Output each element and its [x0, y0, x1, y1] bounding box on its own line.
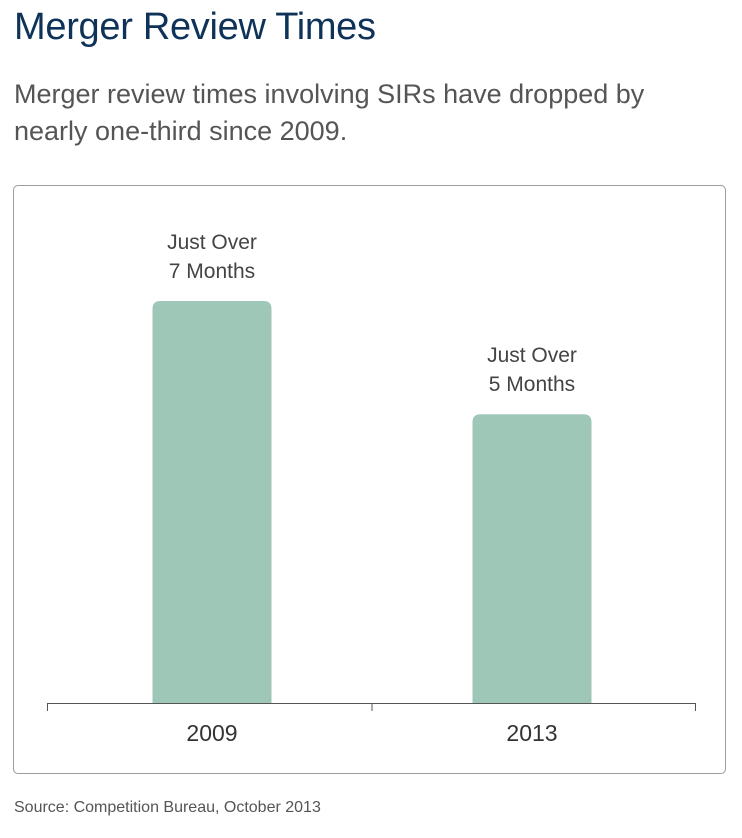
x-tick-label-2013: 2013 [506, 720, 557, 746]
data-label-2013-line-2: 5 Months [489, 373, 575, 396]
bar-chart: Just Over 7 Months 2009 Just Over 5 Months 20… [47, 231, 696, 746]
chart-subtitle: Merger review times involving SIRs have … [14, 79, 645, 146]
x-tick-label-2009: 2009 [186, 720, 237, 746]
chart-frame: Just Over 7 Months 2009 Just Over 5 Months 20… [13, 185, 726, 774]
bar-2009 [152, 301, 272, 703]
data-label-2013-line-1: Just Over [487, 344, 577, 367]
bar-2013 [472, 414, 592, 703]
data-label-2009-line-2: 7 Months [169, 260, 255, 283]
source-note: Source: Competition Bureau, October 2013 [14, 799, 321, 816]
data-label-2009-line-1: Just Over [167, 231, 257, 254]
chart-title: Merger Review Times [14, 6, 376, 48]
